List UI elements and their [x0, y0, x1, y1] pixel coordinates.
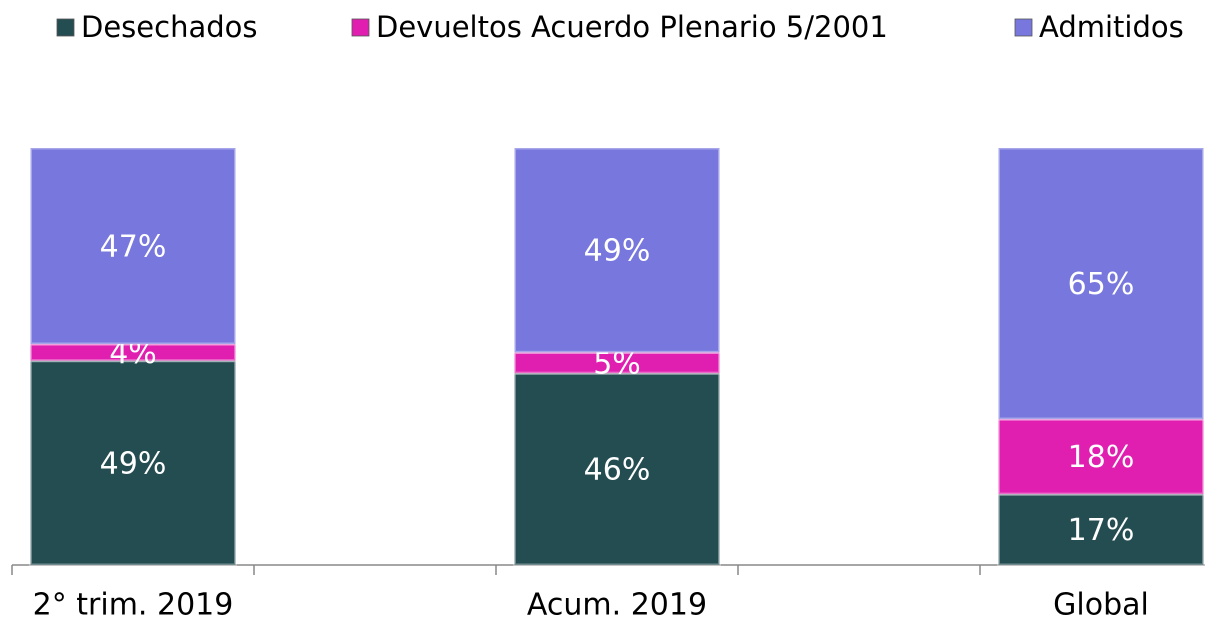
legend-label: Desechados — [81, 10, 257, 44]
bar-segment — [997, 146, 1205, 421]
bar-segment — [29, 359, 237, 567]
legend: Desechados Devueltos Acuerdo Plenario 5/2… — [56, 10, 1184, 44]
data-label: 65% — [1068, 267, 1135, 302]
legend-swatch — [351, 18, 370, 37]
data-label: 17% — [1068, 513, 1135, 548]
bar-segment — [997, 417, 1205, 496]
bar-segment — [997, 492, 1205, 567]
x-tick-label: Acum. 2019 — [527, 588, 707, 620]
legend-label: Admitidos — [1039, 10, 1184, 44]
data-label: 49% — [100, 446, 167, 481]
data-label: 18% — [1068, 440, 1135, 475]
x-tick-label: Global — [1053, 588, 1149, 620]
legend-swatch — [56, 18, 75, 37]
bar-segment — [513, 146, 721, 354]
data-label: 47% — [100, 229, 167, 264]
x-tick-label: 2° trim. 2019 — [33, 588, 234, 620]
bar-segment — [29, 146, 237, 346]
data-label: 49% — [584, 234, 651, 269]
legend-swatch — [1014, 18, 1033, 37]
data-label: 46% — [584, 453, 651, 488]
legend-label: Devueltos Acuerdo Plenario 5/2001 — [376, 10, 888, 44]
